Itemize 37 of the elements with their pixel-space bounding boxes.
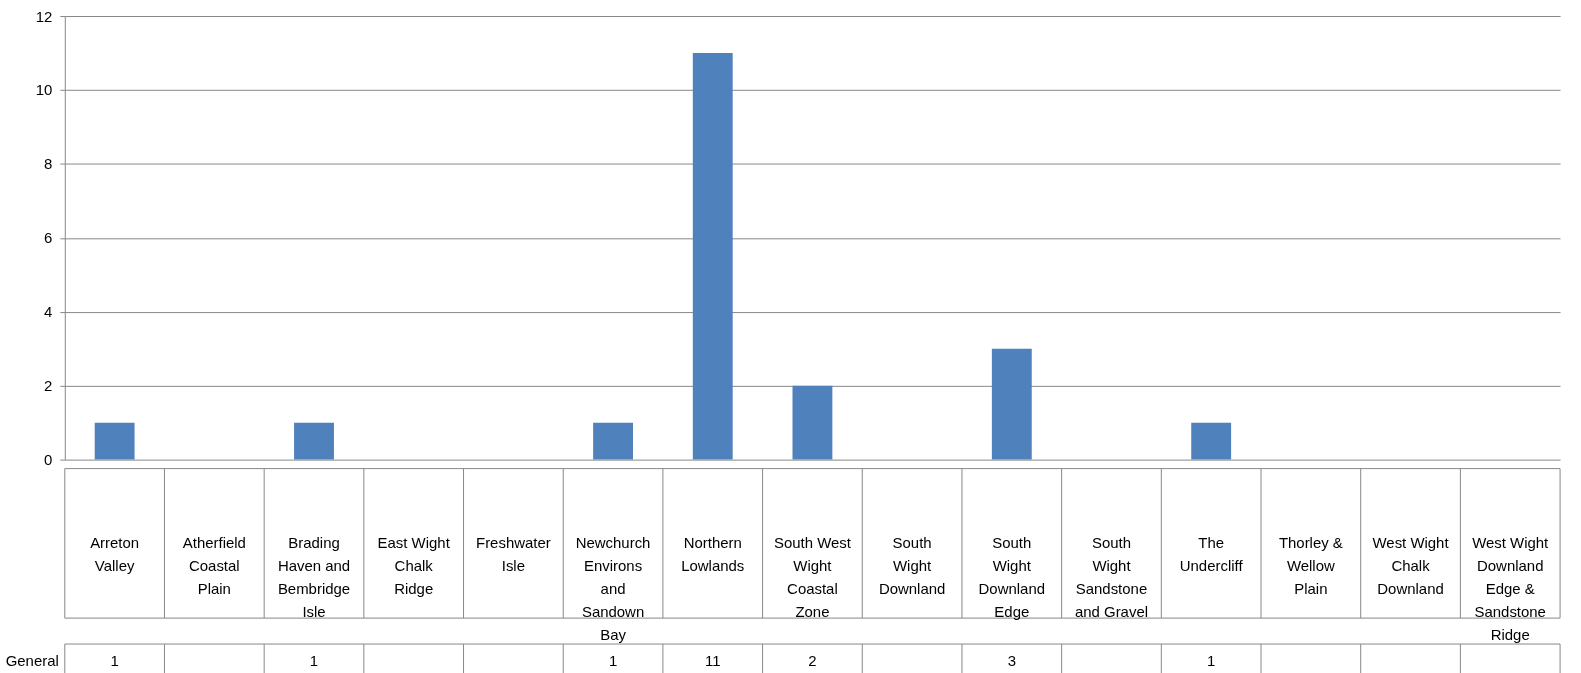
x-tick-label: Freshwater Isle bbox=[476, 534, 551, 575]
y-tick-label: 6 bbox=[44, 229, 53, 247]
x-tick-label: Atherfield Coastal Plain bbox=[182, 534, 246, 598]
bar bbox=[792, 385, 833, 460]
x-tick-label: Brading Haven and Bembridge Isle bbox=[277, 534, 351, 621]
data-label: 11 bbox=[704, 651, 721, 669]
x-tick-label: The Undercliff bbox=[1179, 534, 1244, 575]
data-label: 3 bbox=[1007, 651, 1016, 669]
bar bbox=[991, 348, 1032, 460]
y-tick-label: 2 bbox=[44, 377, 53, 395]
y-tick-label: 8 bbox=[44, 155, 53, 173]
data-label: 1 bbox=[110, 651, 119, 669]
x-tick-label: South Wight Downland bbox=[878, 534, 946, 598]
x-tick-label: Arreton Valley bbox=[90, 534, 140, 575]
data-label: 1 bbox=[1207, 651, 1216, 669]
x-tick-label: Northern Lowlands bbox=[681, 534, 745, 575]
bar bbox=[692, 52, 733, 460]
x-tick-label: West Wight Chalk Downland bbox=[1372, 534, 1450, 598]
x-tick-label: West Wight Downland Edge & Sandstone Ridge bbox=[1472, 534, 1550, 644]
bar bbox=[294, 422, 334, 460]
x-tick-label: South West Wight Coastal Zone bbox=[773, 534, 852, 621]
y-tick-label: 10 bbox=[35, 81, 53, 99]
y-tick-label: 12 bbox=[35, 7, 53, 25]
bar bbox=[1191, 422, 1232, 460]
x-tick-label: Newchurch Environs and Sandown Bay bbox=[575, 534, 651, 644]
x-tick-label: East Wight Chalk Ridge bbox=[377, 534, 451, 598]
data-label: 2 bbox=[808, 651, 817, 669]
data-label: 1 bbox=[309, 651, 319, 669]
x-tick-label: Thorley & Wellow Plain bbox=[1278, 534, 1343, 598]
bar bbox=[94, 422, 135, 460]
data-label: 1 bbox=[608, 651, 618, 669]
x-tick-label: South Wight Downland Edge bbox=[978, 534, 1046, 621]
x-tick-label: South Wight Sandstone and Gravel bbox=[1074, 534, 1149, 621]
y-tick-label: 0 bbox=[44, 451, 53, 469]
y-tick-label: 4 bbox=[44, 303, 53, 321]
text: General bbox=[5, 651, 59, 669]
bar bbox=[593, 422, 633, 460]
